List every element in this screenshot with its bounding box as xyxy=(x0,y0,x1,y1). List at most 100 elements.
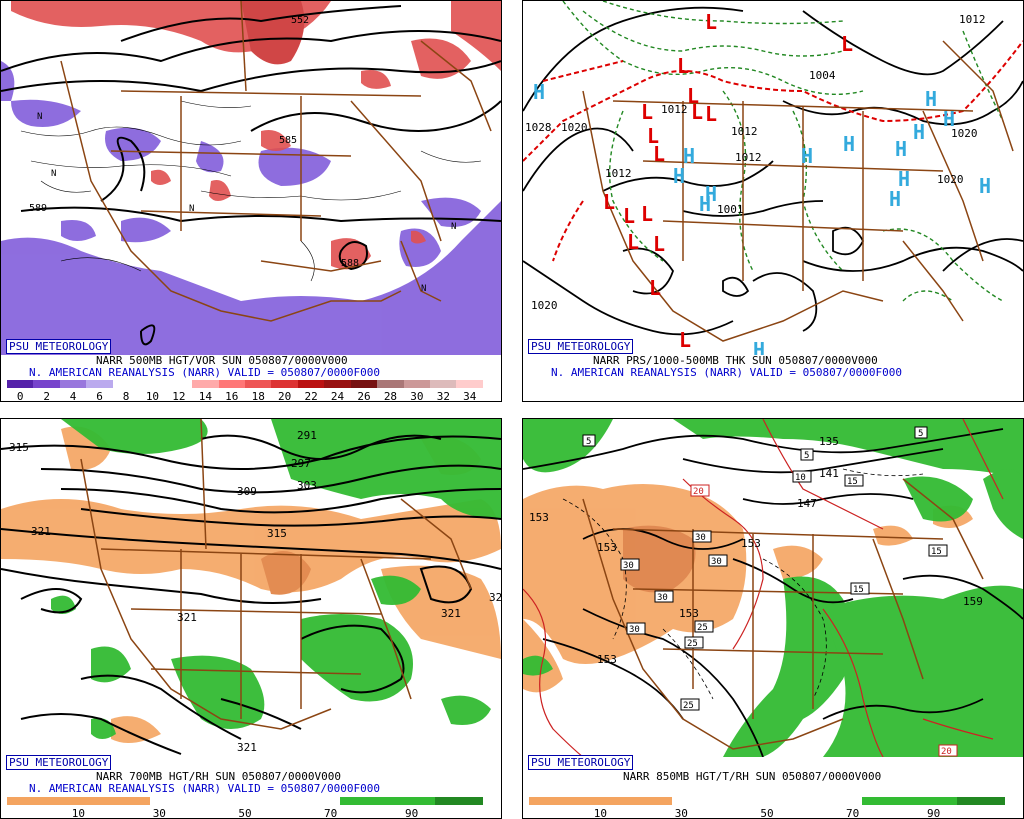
panel-500mb-vorticity: 552 589 588 585 N N N N N PSU METEOROLOG… xyxy=(0,0,502,402)
isobar-label: 1012 xyxy=(735,151,762,164)
high-pressure-marker: H xyxy=(673,164,685,188)
colorbar-tick-label: 2 xyxy=(43,390,50,402)
high-pressure-marker: H xyxy=(925,87,937,111)
svg-text:25: 25 xyxy=(687,639,698,649)
colorbar-segment xyxy=(350,380,378,388)
contour-label: 309 xyxy=(237,485,257,498)
isobar-label: 1012 xyxy=(661,103,688,116)
colorbar-tick-label: 32 xyxy=(436,390,450,402)
rh-colorbar xyxy=(529,797,1005,805)
colorbar-segment xyxy=(324,380,351,388)
contour-label: 153 xyxy=(679,607,699,620)
panel-caption-line2: N. AMERICAN REANALYSIS (NARR) VALID = 05… xyxy=(29,366,380,379)
low-pressure-marker: L xyxy=(705,10,717,34)
colorbar-segment xyxy=(112,380,140,388)
colorbar-tick-label: 12 xyxy=(172,390,186,402)
colorbar-segment xyxy=(218,380,245,388)
isobar-label: 1012 xyxy=(731,125,758,138)
contour-label-589: 589 xyxy=(29,203,47,214)
isobar-label: 1012 xyxy=(959,13,986,26)
panel-caption-line2: N. AMERICAN REANALYSIS (NARR) VALID = 05… xyxy=(551,366,902,379)
panel-700mb-rh: 315 291 297 303 309 315 321 321 321 321 … xyxy=(0,418,502,819)
map-850mb: 153 153 153 147 153 153 159 135 141 5 5 … xyxy=(523,419,1023,757)
panel-850mb-temp-rh: 153 153 153 147 153 153 159 135 141 5 5 … xyxy=(522,418,1024,819)
low-pressure-marker: L xyxy=(653,142,665,166)
low-pressure-marker: L xyxy=(647,124,659,148)
colorbar-tick-label: 90 xyxy=(926,807,941,819)
colorbar-tick-label: 0 xyxy=(16,390,24,402)
panel-caption-line1: NARR 500MB HGT/VOR SUN 050807/0000V000 xyxy=(96,354,348,367)
colorbar-tick-label: 16 xyxy=(225,390,239,402)
panel-caption-line1: NARR 700MB HGT/RH SUN 050807/0000V000 xyxy=(96,770,342,783)
svg-text:25: 25 xyxy=(697,623,708,633)
temp-label-box: 20 xyxy=(938,744,958,757)
colorbar-tick-label: 28 xyxy=(383,390,398,402)
contour-label: 147 xyxy=(797,497,817,510)
low-pressure-marker: L xyxy=(687,84,699,108)
temp-label-box: 30 xyxy=(692,530,712,543)
colorbar-tick-label: 26 xyxy=(357,390,371,402)
colorbar-segment xyxy=(7,380,34,388)
high-pressure-marker: H xyxy=(979,174,991,198)
high-pressure-marker: H xyxy=(898,167,910,191)
map-700mb: 315 291 297 303 309 315 321 321 321 321 … xyxy=(1,419,501,757)
temp-label-box: 30 xyxy=(654,590,674,603)
colorbar-segment xyxy=(244,380,272,388)
isobar-label: 1001 xyxy=(717,203,744,216)
high-pressure-marker: H xyxy=(889,187,901,211)
low-pressure-marker: L xyxy=(705,102,717,126)
high-pressure-marker: H xyxy=(753,338,765,355)
colorbar-tick-label: 10 xyxy=(145,390,160,402)
svg-text:25: 25 xyxy=(683,701,694,711)
colorbar-tick-label: 24 xyxy=(330,390,345,402)
colorbar-segment xyxy=(165,380,193,388)
svg-text:30: 30 xyxy=(657,593,668,603)
colorbar-tick-label: 70 xyxy=(324,807,338,819)
contour-label: 135 xyxy=(819,435,839,448)
contour-label: 321 xyxy=(441,607,461,620)
colorbar-tick-label: 4 xyxy=(69,390,77,402)
high-pressure-marker: H xyxy=(913,120,925,144)
colorbar-tick-label: 18 xyxy=(251,390,265,402)
colorbar-tick-label: 6 xyxy=(96,390,103,402)
low-pressure-marker: L xyxy=(603,190,615,214)
low-pressure-marker: L xyxy=(627,230,639,254)
svg-text:10: 10 xyxy=(795,473,806,483)
isobar-label: 1020 xyxy=(937,173,964,186)
contour-label: 303 xyxy=(297,479,317,492)
colorbar-tick-label: 20 xyxy=(278,390,292,402)
low-pressure-marker: L xyxy=(641,100,653,124)
low-pressure-marker: L xyxy=(677,54,689,78)
contour-label: 153 xyxy=(529,511,549,524)
temp-label-box: 5 xyxy=(582,434,596,447)
colorbar-segment xyxy=(403,380,430,388)
isobar-label: 1020 xyxy=(561,121,588,134)
temp-label-box: 15 xyxy=(844,474,864,487)
contour-label: 291 xyxy=(297,429,317,442)
low-pressure-marker: L xyxy=(653,232,665,256)
colorbar-tick-label: 22 xyxy=(304,390,318,402)
rh-colorbar-ticks: 10 30 50 70 90 xyxy=(7,807,483,819)
vorticity-colorbar xyxy=(7,380,483,388)
temp-label-box: 20 xyxy=(690,484,710,497)
contour-label: 32 xyxy=(489,591,501,604)
svg-text:30: 30 xyxy=(623,561,634,571)
panel-caption-line2: N. AMERICAN REANALYSIS (NARR) VALID = 05… xyxy=(29,782,380,795)
contour-label: 321 xyxy=(31,525,51,538)
temp-label-box: 5 xyxy=(914,426,928,439)
isobar-label: 1020 xyxy=(951,127,978,140)
high-pressure-marker: H xyxy=(843,132,855,156)
temp-label-box: 30 xyxy=(708,554,728,567)
svg-text:20: 20 xyxy=(693,487,704,497)
low-pressure-marker: L xyxy=(641,202,653,226)
contour-label: 297 xyxy=(291,457,311,470)
low-pressure-marker: L xyxy=(841,32,853,56)
colorbar-tick-label: 14 xyxy=(198,390,212,402)
low-pressure-marker: L xyxy=(623,204,635,228)
low-pressure-marker: L xyxy=(679,328,691,352)
svg-text:30: 30 xyxy=(711,557,722,567)
high-pressure-marker: H xyxy=(895,137,907,161)
colorbar-segment xyxy=(297,380,325,388)
isobar-label: 1020 xyxy=(531,299,558,312)
svg-text:5: 5 xyxy=(918,429,923,439)
